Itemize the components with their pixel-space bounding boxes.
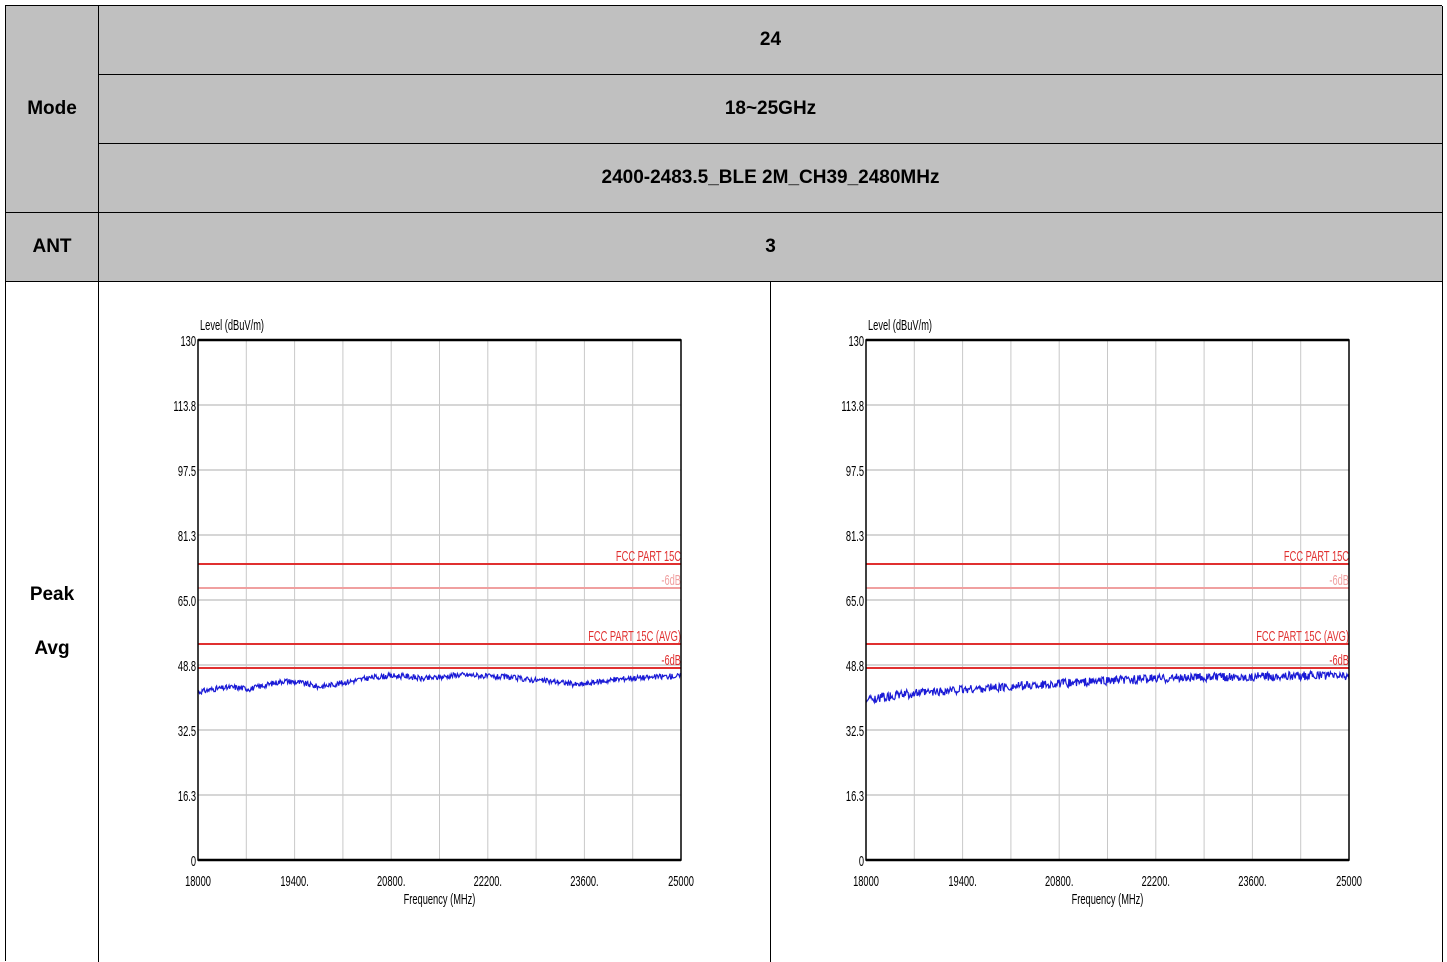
y-tick-label: 81.3 [846,528,864,545]
mode-value-cell: 18~25GHz [99,75,1443,144]
x-axis-label: Frequency (MHz) [1072,891,1144,908]
ant-value-cell: 3 [99,213,1443,282]
x-tick-label: 22200. [1142,873,1170,890]
y-tick-label: 97.5 [846,463,864,480]
chart-avg: 0 16.3 32.5 48.8 65.0 81.3 97.5 113.8 130 18000 19… [841,317,1362,908]
x-axis-label: Frequency (MHz) [404,891,476,908]
y-tick-label: 130 [848,333,864,350]
y-tick-label: 48.8 [846,658,864,675]
peak-label: Peak [29,584,75,605]
x-tick-label: 23600. [1238,873,1266,890]
y-tick-label: 81.3 [178,528,196,545]
limit-line-label: -6dB [661,572,681,589]
y-tick-label: 48.8 [178,658,196,675]
chart-peak: 0 16.3 32.5 48.8 65.0 81.3 97.5 113.8 130 18000 19… [173,317,694,908]
mode-value-cell: 24 [99,6,1443,75]
ant-label: ANT [32,236,72,257]
x-tick-label: 19400. [280,873,308,890]
y-tick-label: 65.0 [178,593,196,610]
y-tick-label: 0 [191,853,196,870]
y-tick-label: 113.8 [841,398,864,415]
limit-line-label: FCC PART 15C (AVG) [588,628,681,645]
limit-line-label: -6dB [1329,572,1349,589]
y-tick-label: 32.5 [178,723,196,740]
x-tick-label: 25000 [1336,873,1362,890]
y-axis-label: Level (dBuV/m) [868,317,932,334]
y-tick-label: 32.5 [846,723,864,740]
x-tick-label: 19400. [948,873,976,890]
x-tick-label: 23600. [570,873,598,890]
y-tick-label: 65.0 [846,593,864,610]
ant-label-cell: ANT [6,213,99,282]
limit-line-label: FCC PART 15C [616,548,681,565]
mode-label-cell: Mode [6,6,99,213]
series-trace [197,671,682,696]
limit-line-label: FCC PART 15C [1284,548,1349,565]
x-tick-label: 20800. [377,873,405,890]
x-tick-label: 20800. [1045,873,1073,890]
mode-value-2: 18~25GHz [724,98,817,119]
avg-label: Avg [34,638,70,659]
mode-value-1: 24 [759,29,782,50]
y-tick-label: 97.5 [178,463,196,480]
series-trace [865,669,1350,705]
x-tick-label: 18000 [185,873,211,890]
y-tick-label: 16.3 [846,788,864,805]
mode-label: Mode [27,98,77,119]
x-tick-label: 22200. [474,873,502,890]
result-label-cell: Peak Avg [6,282,99,962]
mode-value-cell: 2400-2483.5_BLE 2M_CH39_2480MHz [99,144,1443,213]
y-tick-label: 130 [180,333,196,350]
x-tick-label: 18000 [853,873,879,890]
limit-line-label: -6dB [661,652,681,669]
y-tick-label: 0 [859,853,864,870]
y-tick-label: 16.3 [178,788,196,805]
mode-value-3: 2400-2483.5_BLE 2M_CH39_2480MHz [601,167,940,188]
y-axis-label: Level (dBuV/m) [200,317,264,334]
ant-value: 3 [765,236,776,257]
limit-line-label: FCC PART 15C (AVG) [1256,628,1349,645]
x-tick-label: 25000 [668,873,694,890]
limit-line-label: -6dB [1329,652,1349,669]
y-tick-label: 113.8 [173,398,196,415]
